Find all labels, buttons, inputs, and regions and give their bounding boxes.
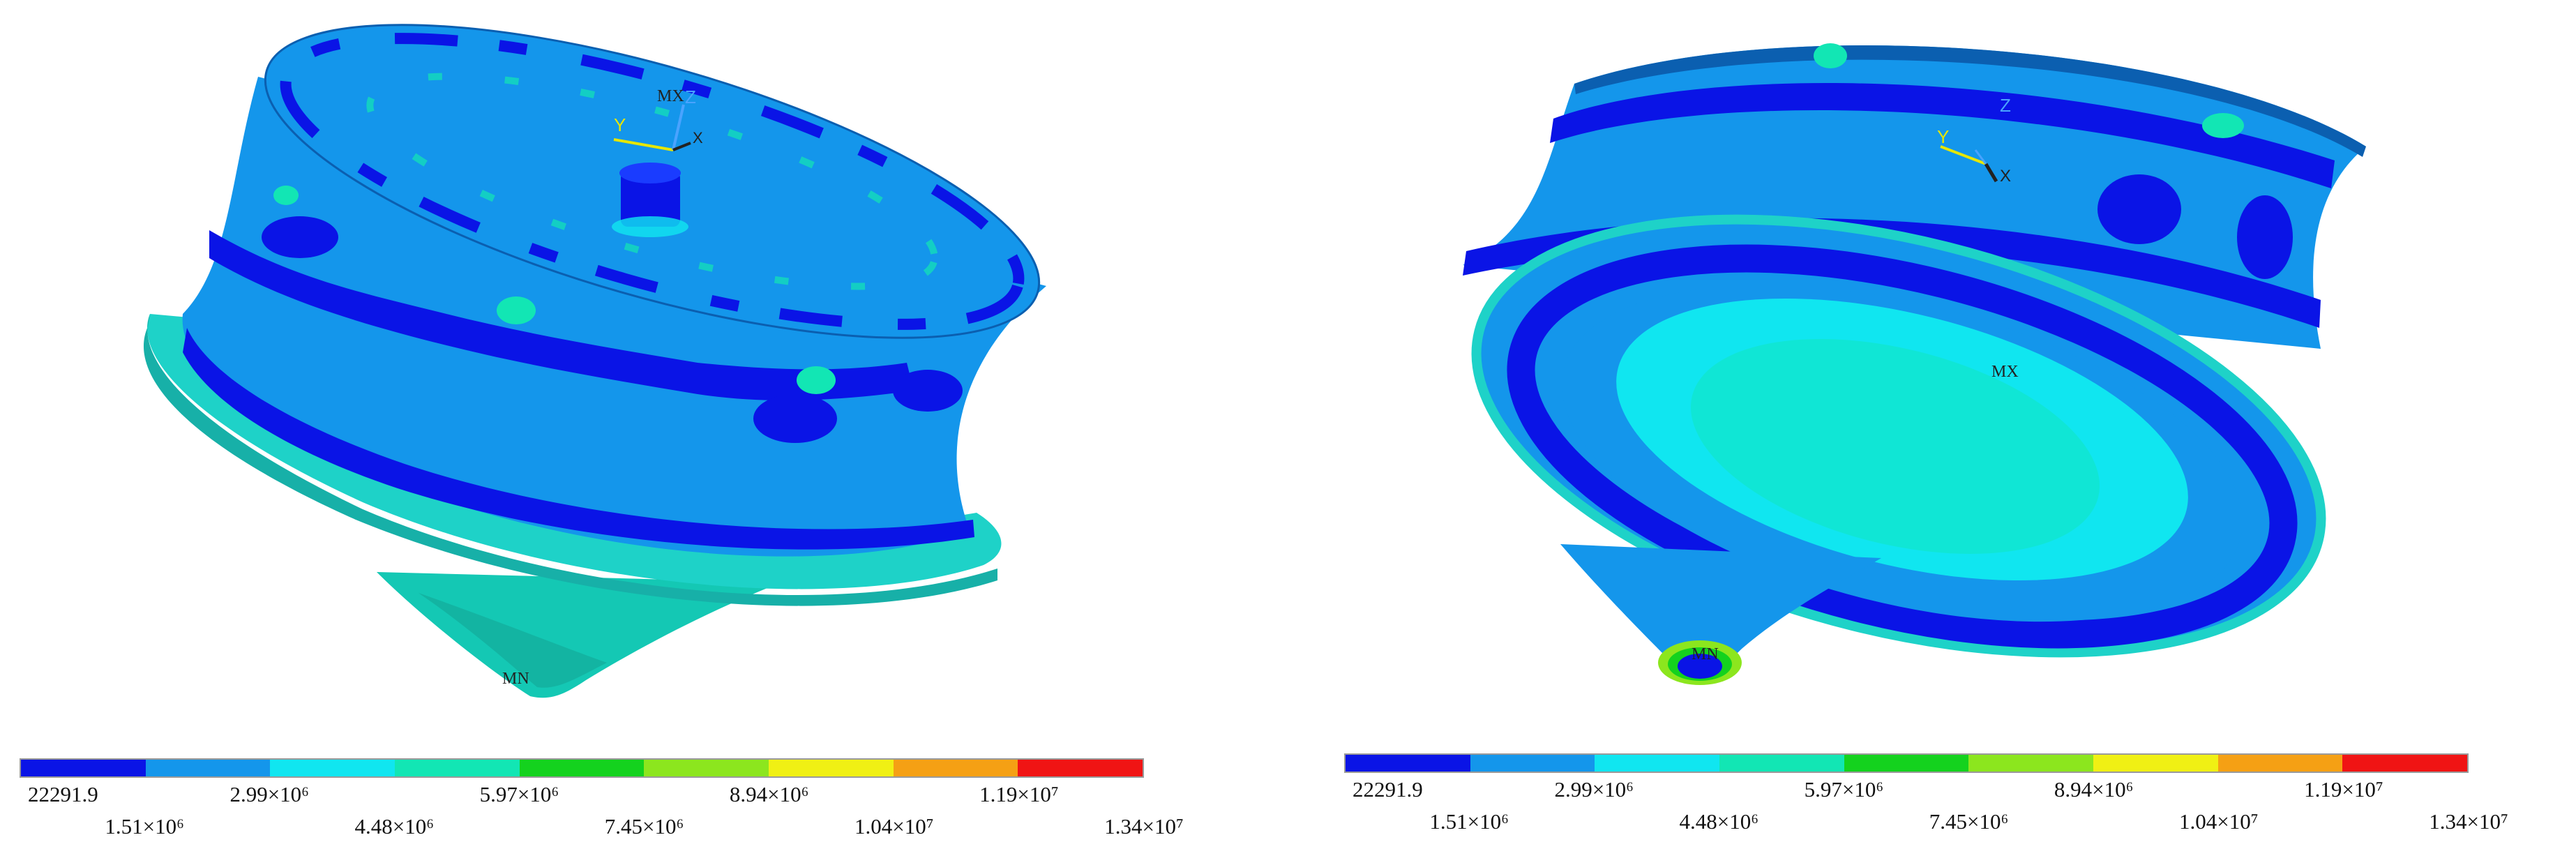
right-legend-segment-3: [1595, 755, 1720, 772]
right-legend-label-3: 2.99×10⁶: [1554, 777, 1634, 802]
right-max-marker: MX: [1991, 363, 2019, 381]
right-underside-cyan: [1616, 298, 2188, 581]
right-legend-label-1: 22291.9: [1353, 777, 1423, 802]
left-top-inner-patches: [366, 73, 938, 290]
left-legend-segment-1: [21, 760, 146, 776]
right-legend-segment-6: [1968, 755, 2094, 772]
left-legend-segment-4: [395, 760, 520, 776]
left-legend-label-1: 22291.9: [28, 782, 98, 806]
left-axis-x-label: X: [693, 129, 703, 146]
left-legend-label-5: 5.97×10⁶: [479, 782, 559, 806]
right-legend-segment-5: [1844, 755, 1969, 772]
right-hotspot-1: [2202, 113, 2244, 138]
left-hotspot-3: [273, 186, 299, 205]
left-legend-label-6: 7.45×10⁶: [604, 814, 684, 838]
left-stress-contour-model: Y Z X MX MN: [143, 24, 1046, 698]
left-legend-segment-7: [769, 760, 894, 776]
left-legend-label-9: 1.19×10⁷: [979, 782, 1059, 806]
right-flange-band: [1507, 244, 2298, 649]
right-legend-label-10: 1.34×10⁷: [2429, 809, 2508, 834]
left-legend-segment-6: [644, 760, 769, 776]
right-legend-segment-1: [1346, 755, 1470, 772]
left-axis-z-line: [672, 104, 685, 151]
right-legend-label-7: 8.94×10⁶: [2054, 777, 2134, 802]
left-legend-bar: [20, 758, 1144, 778]
left-legend-label-10: 1.34×10⁷: [1104, 814, 1184, 838]
left-legend-segment-8: [893, 760, 1018, 776]
right-legend-label-4: 4.48×10⁶: [1679, 809, 1759, 834]
left-max-marker: MX: [657, 87, 684, 105]
right-axis-y-line: [1940, 145, 1987, 165]
left-axis-z-label: Z: [685, 86, 696, 107]
left-legend-segment-9: [1018, 760, 1143, 776]
right-axis-z-line: [1974, 149, 1987, 165]
right-min-marker: MN: [1692, 645, 1719, 663]
right-legend-label-6: 7.45×10⁶: [1929, 809, 2009, 834]
right-legend-segment-8: [2217, 755, 2343, 772]
left-legend-segment-5: [519, 760, 645, 776]
left-axis-y-line: [613, 138, 674, 151]
right-axis-y-label: Y: [1937, 126, 1949, 147]
left-band-blob-1: [262, 216, 338, 258]
right-hotspot-2: [1814, 43, 1847, 68]
left-hotspot-1: [497, 296, 536, 324]
right-stress-contour-model: Y Z X MX MN: [1463, 43, 2366, 685]
left-min-marker: MN: [502, 670, 529, 688]
right-legend-segment-4: [1719, 755, 1844, 772]
right-legend-bar: [1344, 753, 2469, 773]
right-cone-tip-hole: [1678, 654, 1722, 679]
right-legend-label-5: 5.97×10⁶: [1804, 777, 1884, 802]
right-cone-tip: [1560, 544, 1881, 674]
right-band-blob-1: [2097, 174, 2181, 244]
right-view-panel: Y Z X MX MN 22291.9 1.51×10⁶ 2.99×10⁶ 4.48×…: [1288, 0, 2576, 865]
left-hub: [621, 171, 680, 227]
left-hub-top: [619, 163, 681, 183]
right-band-blob-2: [2237, 195, 2293, 279]
right-legend-label-2: 1.51×10⁶: [1429, 809, 1509, 834]
left-legend-segment-3: [270, 760, 396, 776]
right-legend-label-8: 1.04×10⁷: [2178, 809, 2259, 834]
right-axis-x-line: [1984, 163, 1998, 183]
right-axis-z-label: Z: [2000, 95, 2011, 116]
left-legend-label-7: 8.94×10⁶: [729, 782, 809, 806]
left-hub-base: [612, 216, 688, 237]
left-axis-y-label: Y: [614, 114, 626, 135]
left-legend-label-3: 2.99×10⁶: [229, 782, 309, 806]
left-cone-shade: [419, 593, 607, 688]
right-band-upper: [1550, 83, 2335, 188]
right-legend-label-9: 1.19×10⁷: [2304, 777, 2383, 802]
left-legend-label-2: 1.51×10⁶: [105, 814, 184, 838]
left-top-rim-band: [280, 33, 1025, 330]
left-hotspot-2: [797, 366, 836, 394]
right-axis-x-label: X: [2000, 167, 2011, 186]
right-legend-segment-2: [1470, 755, 1595, 772]
right-legend-segment-9: [2342, 755, 2468, 772]
left-band-middle: [209, 230, 914, 401]
left-axis-x-line: [672, 142, 691, 151]
left-cone: [377, 572, 781, 698]
right-flange-edge: [1471, 214, 2326, 658]
left-view-panel: Y Z X MX MN 22291.9 1.51×10⁶ 2.99×10⁶ 4.48×…: [20, 24, 1184, 838]
left-band-blob-2: [753, 394, 837, 443]
left-band-blob-3: [893, 370, 963, 412]
right-underside-teal: [1690, 338, 2100, 555]
left-legend-segment-2: [145, 760, 271, 776]
right-legend-segment-7: [2093, 755, 2218, 772]
left-legend-label-8: 1.04×10⁷: [854, 814, 934, 838]
left-legend-label-4: 4.48×10⁶: [354, 814, 435, 838]
